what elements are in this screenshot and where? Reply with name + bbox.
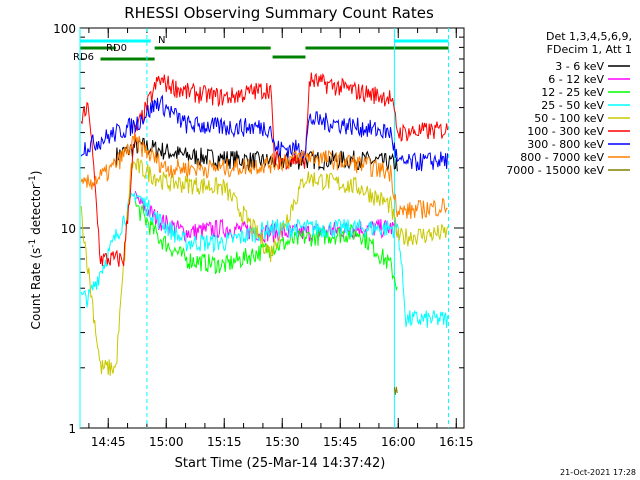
y-label-part: Count Rate (s bbox=[29, 248, 43, 330]
flag-rd0-label: RD0 bbox=[106, 43, 127, 54]
y-axis-label: Count Rate (s-1 detector-1) bbox=[28, 171, 43, 330]
legend-label: 800 - 7000 keV bbox=[520, 151, 604, 164]
legend-label: 100 - 300 keV bbox=[527, 125, 604, 138]
flag-n-label: N bbox=[158, 35, 165, 46]
legend-label: 7000 - 15000 keV bbox=[506, 164, 604, 177]
legend-label: 6 - 12 keV bbox=[548, 73, 604, 86]
y-label-tail: detector bbox=[29, 184, 43, 235]
y-label-close: ) bbox=[29, 171, 43, 176]
series-line bbox=[80, 94, 449, 172]
y-tick-label: 10 bbox=[61, 222, 76, 236]
x-tick-label: 16:00 bbox=[381, 435, 416, 449]
x-tick-label: 15:15 bbox=[207, 435, 242, 449]
x-tick-label: 15:45 bbox=[323, 435, 358, 449]
series-line bbox=[80, 158, 449, 376]
axis-ticks bbox=[80, 28, 464, 429]
y-tick-label: 100 bbox=[53, 22, 76, 36]
legend-header-line1: Det 1,3,4,5,6,9, bbox=[546, 30, 632, 43]
x-tick-labels: 14:45 15:00 15:15 15:30 15:45 16:00 16:15 bbox=[91, 435, 474, 449]
footer-date: 21-Oct-2021 17:28 bbox=[560, 468, 636, 477]
y-label-sup2: -1 bbox=[28, 175, 38, 184]
x-axis-label: Start Time (25-Mar-14 14:37:42) bbox=[175, 456, 386, 471]
series-group bbox=[80, 72, 449, 395]
series-line bbox=[134, 191, 398, 244]
x-tick-label: 15:30 bbox=[265, 435, 300, 449]
legend-header-line2: FDecim 1, Att 1 bbox=[547, 43, 632, 56]
series-line bbox=[80, 192, 449, 328]
status-flags bbox=[79, 28, 450, 428]
series-line bbox=[80, 72, 449, 267]
y-tick-label: 1 bbox=[68, 422, 76, 436]
series-line bbox=[115, 137, 398, 172]
flag-rd6-label: RD6 bbox=[73, 52, 94, 63]
series-line bbox=[80, 134, 448, 219]
legend-label: 25 - 50 keV bbox=[541, 99, 604, 112]
chart-title: RHESSI Observing Summary Count Rates bbox=[124, 4, 434, 22]
legend-label: 300 - 800 keV bbox=[527, 138, 604, 151]
legend-label: 50 - 100 keV bbox=[534, 112, 604, 125]
x-tick-label: 16:15 bbox=[439, 435, 474, 449]
y-label-sup: -1 bbox=[28, 239, 38, 248]
legend-label: 12 - 25 keV bbox=[541, 86, 604, 99]
x-tick-label: 15:00 bbox=[149, 435, 184, 449]
series-line bbox=[393, 386, 398, 395]
x-tick-label: 14:45 bbox=[91, 435, 126, 449]
legend-label: 3 - 6 keV bbox=[555, 60, 604, 73]
